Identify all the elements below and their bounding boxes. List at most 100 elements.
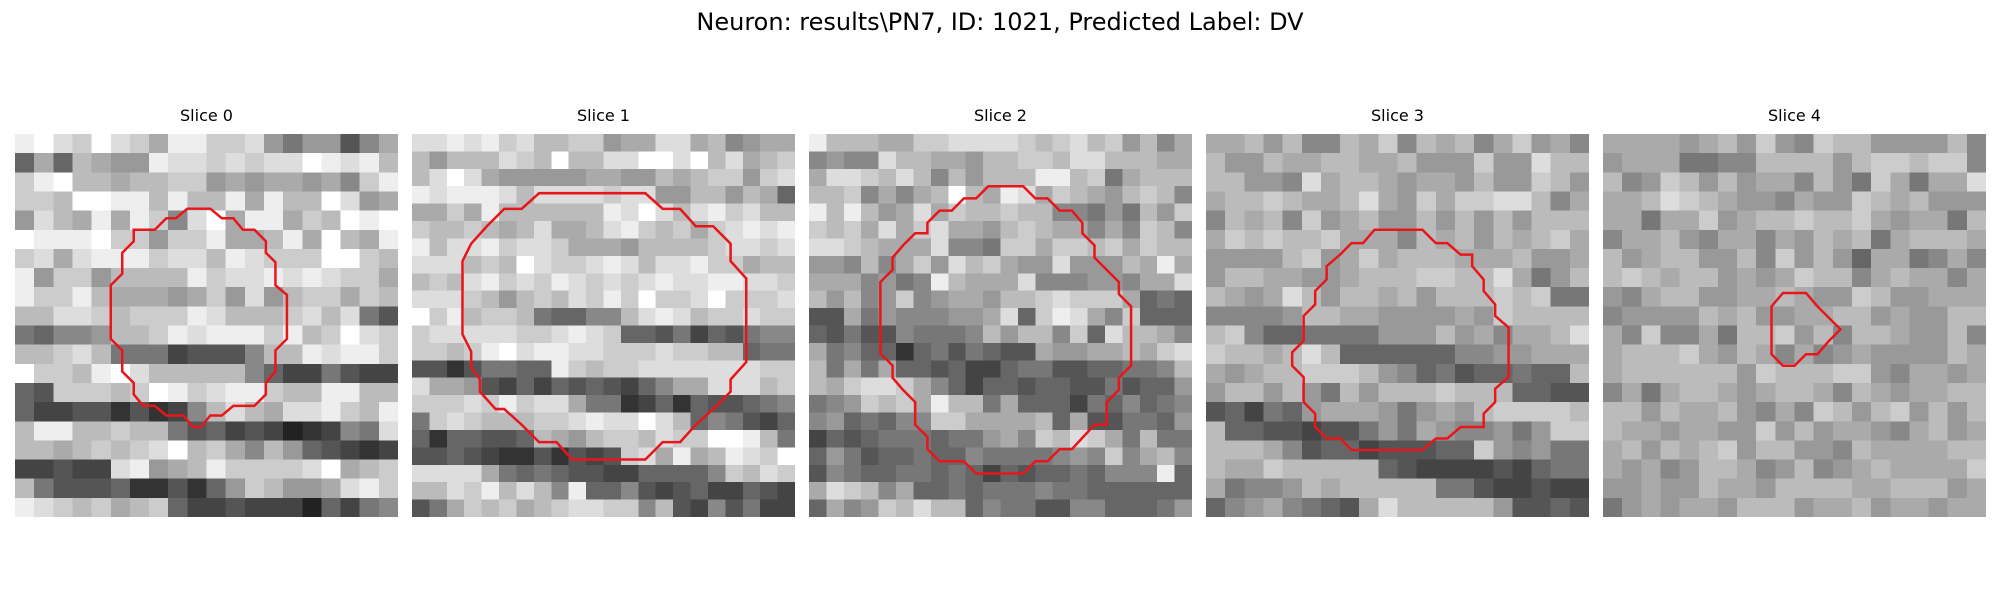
image-pixel — [1851, 325, 1872, 346]
image-pixel — [760, 221, 779, 239]
image-pixel — [1474, 229, 1494, 250]
image-pixel — [638, 499, 657, 517]
image-pixel — [878, 203, 897, 222]
image-pixel — [34, 421, 54, 441]
image-pixel — [340, 325, 361, 346]
image-pixel — [1206, 363, 1226, 384]
image-pixel — [707, 377, 726, 396]
image-pixel — [1928, 306, 1949, 327]
image-pixel — [464, 203, 483, 222]
image-pixel — [1000, 134, 1019, 152]
image-pixel — [1378, 325, 1399, 346]
image-pixel — [673, 308, 692, 327]
image-pixel — [1017, 482, 1036, 501]
image-pixel — [777, 255, 795, 274]
image-pixel — [843, 377, 862, 396]
image-pixel — [34, 134, 54, 154]
image-pixel — [1679, 363, 1700, 384]
image-pixel — [1603, 229, 1623, 250]
image-pixel — [1679, 134, 1700, 154]
image-pixel — [1641, 363, 1662, 384]
image-pixel — [878, 186, 897, 205]
image-pixel — [1070, 342, 1089, 361]
slice-image — [809, 134, 1192, 517]
image-pixel — [777, 499, 795, 517]
image-pixel — [15, 229, 35, 250]
image-pixel — [843, 186, 862, 205]
image-pixel — [34, 382, 54, 403]
image-pixel — [948, 325, 967, 344]
image-pixel — [843, 429, 862, 448]
image-pixel — [707, 325, 726, 344]
image-pixel — [206, 440, 227, 461]
image-pixel — [1301, 191, 1322, 212]
image-pixel — [1139, 499, 1158, 517]
image-pixel — [187, 459, 208, 480]
image-pixel — [464, 395, 483, 414]
image-pixel — [568, 151, 587, 170]
image-pixel — [321, 402, 342, 422]
image-pixel — [826, 499, 845, 517]
image-pixel — [464, 482, 483, 501]
image-pixel — [1282, 306, 1303, 327]
slice-title: Slice 1 — [577, 106, 630, 125]
image-pixel — [168, 306, 188, 327]
image-pixel — [168, 153, 188, 173]
image-pixel — [429, 412, 448, 431]
image-pixel — [1282, 153, 1303, 173]
image-pixel — [638, 255, 657, 274]
image-pixel — [1512, 382, 1533, 403]
image-pixel — [1966, 497, 1986, 517]
image-pixel — [1660, 210, 1681, 231]
image-pixel — [225, 497, 246, 517]
image-pixel — [516, 151, 535, 170]
image-pixel — [263, 210, 284, 231]
image-pixel — [568, 134, 587, 152]
image-pixel — [1871, 478, 1891, 499]
image-pixel — [1641, 134, 1662, 154]
image-pixel — [516, 395, 535, 414]
image-pixel — [861, 221, 880, 239]
image-pixel — [777, 447, 795, 466]
image-pixel — [861, 186, 880, 205]
image-pixel — [533, 342, 552, 361]
image-pixel — [690, 482, 709, 501]
image-pixel — [263, 497, 284, 517]
image-pixel — [1775, 344, 1796, 365]
image-pixel — [129, 172, 150, 193]
image-pixel — [1225, 382, 1245, 403]
image-pixel — [1454, 191, 1475, 212]
image-pixel — [638, 342, 657, 361]
image-pixel — [1569, 402, 1589, 422]
image-pixel — [1717, 172, 1738, 193]
image-pixel — [983, 273, 1002, 292]
image-pixel — [896, 134, 914, 152]
image-pixel — [1928, 153, 1949, 173]
image-pixel — [707, 151, 726, 170]
image-pixel — [568, 395, 587, 414]
image-pixel — [533, 482, 552, 501]
image-pixel — [638, 151, 657, 170]
image-pixel — [1282, 478, 1303, 499]
image-pixel — [930, 499, 949, 517]
image-pixel — [930, 168, 949, 187]
image-pixel — [1359, 363, 1379, 384]
image-pixel — [283, 382, 303, 403]
image-pixel — [1454, 210, 1475, 231]
image-pixel — [1225, 344, 1245, 365]
image-pixel — [1225, 440, 1245, 461]
image-pixel — [1282, 402, 1303, 422]
image-pixel — [1832, 210, 1853, 231]
image-pixel — [1660, 325, 1681, 346]
image-pixel — [1206, 229, 1226, 250]
image-pixel — [34, 248, 54, 269]
image-pixel — [826, 360, 845, 379]
image-pixel — [843, 447, 862, 466]
image-pixel — [1660, 191, 1681, 212]
image-pixel — [516, 238, 535, 257]
image-pixel — [72, 191, 93, 212]
image-pixel — [760, 290, 779, 309]
image-pixel — [53, 497, 74, 517]
image-pixel — [913, 447, 932, 466]
image-pixel — [15, 382, 35, 403]
